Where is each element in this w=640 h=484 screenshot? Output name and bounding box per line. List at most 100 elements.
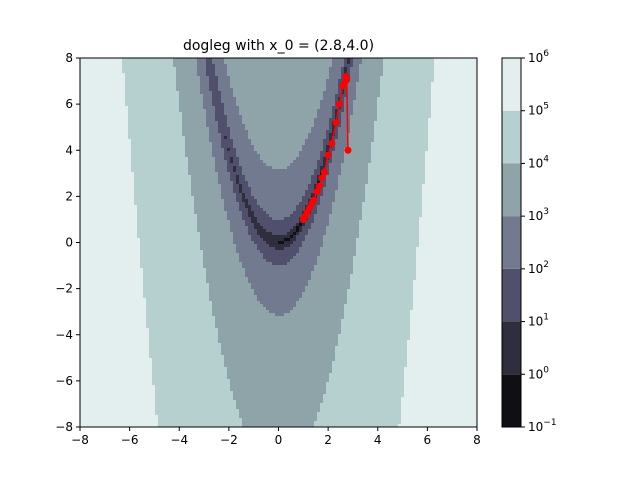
- contour-cell: [329, 133, 332, 136]
- contour-cell: [308, 133, 311, 136]
- contour-cell: [290, 169, 293, 172]
- contour-cell: [299, 70, 302, 73]
- contour-cell: [89, 124, 92, 127]
- contour-cell: [206, 160, 209, 163]
- contour-cell: [359, 82, 362, 85]
- contour-cell: [215, 151, 218, 154]
- contour-cell: [230, 142, 233, 145]
- contour-cell: [320, 73, 323, 76]
- contour-cell: [248, 136, 251, 139]
- contour-cell: [272, 88, 275, 91]
- contour-cell: [212, 145, 215, 148]
- contour-cell: [446, 70, 449, 73]
- contour-cell: [86, 88, 89, 91]
- contour-cell: [215, 124, 218, 127]
- contour-cell: [395, 100, 398, 103]
- contour-cell: [404, 121, 407, 124]
- contour-cell: [188, 82, 191, 85]
- contour-cell: [440, 70, 443, 73]
- contour-cell: [92, 103, 95, 106]
- contour-cell: [206, 73, 209, 76]
- contour-cell: [413, 76, 416, 79]
- contour-cell: [332, 85, 335, 88]
- contour-cell: [260, 133, 263, 136]
- contour-cell: [353, 166, 356, 169]
- contour-cell: [266, 139, 269, 142]
- contour-cell: [410, 154, 413, 157]
- contour-cell: [365, 73, 368, 76]
- contour-cell: [437, 145, 440, 148]
- contour-cell: [317, 76, 320, 79]
- contour-cell: [416, 127, 419, 130]
- contour-cell: [374, 100, 377, 103]
- contour-cell: [464, 118, 467, 121]
- contour-cell: [401, 154, 404, 157]
- contour-cell: [278, 112, 281, 115]
- contour-cell: [236, 124, 239, 127]
- contour-cell: [464, 115, 467, 118]
- contour-cell: [404, 103, 407, 106]
- contour-cell: [107, 97, 110, 100]
- contour-cell: [371, 148, 374, 151]
- contour-cell: [428, 142, 431, 145]
- contour-cell: [248, 94, 251, 97]
- contour-cell: [440, 139, 443, 142]
- contour-cell: [110, 121, 113, 124]
- contour-cell: [305, 88, 308, 91]
- contour-cell: [197, 133, 200, 136]
- contour-cell: [284, 130, 287, 133]
- contour-cell: [131, 82, 134, 85]
- contour-cell: [260, 139, 263, 142]
- contour-cell: [293, 94, 296, 97]
- contour-cell: [230, 154, 233, 157]
- contour-cell: [86, 76, 89, 79]
- contour-cell: [263, 100, 266, 103]
- contour-cell: [416, 73, 419, 76]
- contour-cell: [212, 157, 215, 160]
- contour-cell: [443, 64, 446, 67]
- contour-cell: [452, 106, 455, 109]
- contour-cell: [128, 91, 131, 94]
- contour-cell: [230, 136, 233, 139]
- contour-cell: [329, 160, 332, 163]
- contour-cell: [473, 121, 476, 124]
- contour-cell: [443, 103, 446, 106]
- contour-cell: [473, 70, 476, 73]
- contour-cell: [176, 154, 179, 157]
- contour-cell: [314, 85, 317, 88]
- contour-cell: [170, 121, 173, 124]
- contour-cell: [413, 64, 416, 67]
- contour-cell: [188, 94, 191, 97]
- contour-cell: [281, 145, 284, 148]
- contour-cell: [191, 91, 194, 94]
- contour-cell: [467, 136, 470, 139]
- contour-cell: [317, 160, 320, 163]
- contour-cell: [185, 127, 188, 130]
- contour-cell: [173, 64, 176, 67]
- contour-cell: [134, 121, 137, 124]
- contour-cell: [101, 106, 104, 109]
- contour-cell: [368, 100, 371, 103]
- contour-cell: [119, 148, 122, 151]
- contour-cell: [113, 163, 116, 166]
- contour-cell: [464, 97, 467, 100]
- contour-cell: [140, 61, 143, 64]
- contour-cell: [287, 79, 290, 82]
- contour-cell: [200, 97, 203, 100]
- contour-cell: [260, 124, 263, 127]
- contour-cell: [182, 124, 185, 127]
- contour-cell: [437, 97, 440, 100]
- contour-cell: [416, 136, 419, 139]
- contour-cell: [164, 64, 167, 67]
- contour-cell: [98, 142, 101, 145]
- contour-cell: [119, 118, 122, 121]
- contour-cell: [458, 124, 461, 127]
- contour-cell: [377, 157, 380, 160]
- contour-fill: [80, 58, 479, 427]
- contour-cell: [263, 145, 266, 148]
- contour-cell: [140, 88, 143, 91]
- contour-cell: [404, 148, 407, 151]
- contour-cell: [368, 139, 371, 142]
- contour-cell: [215, 64, 218, 67]
- contour-cell: [263, 166, 266, 169]
